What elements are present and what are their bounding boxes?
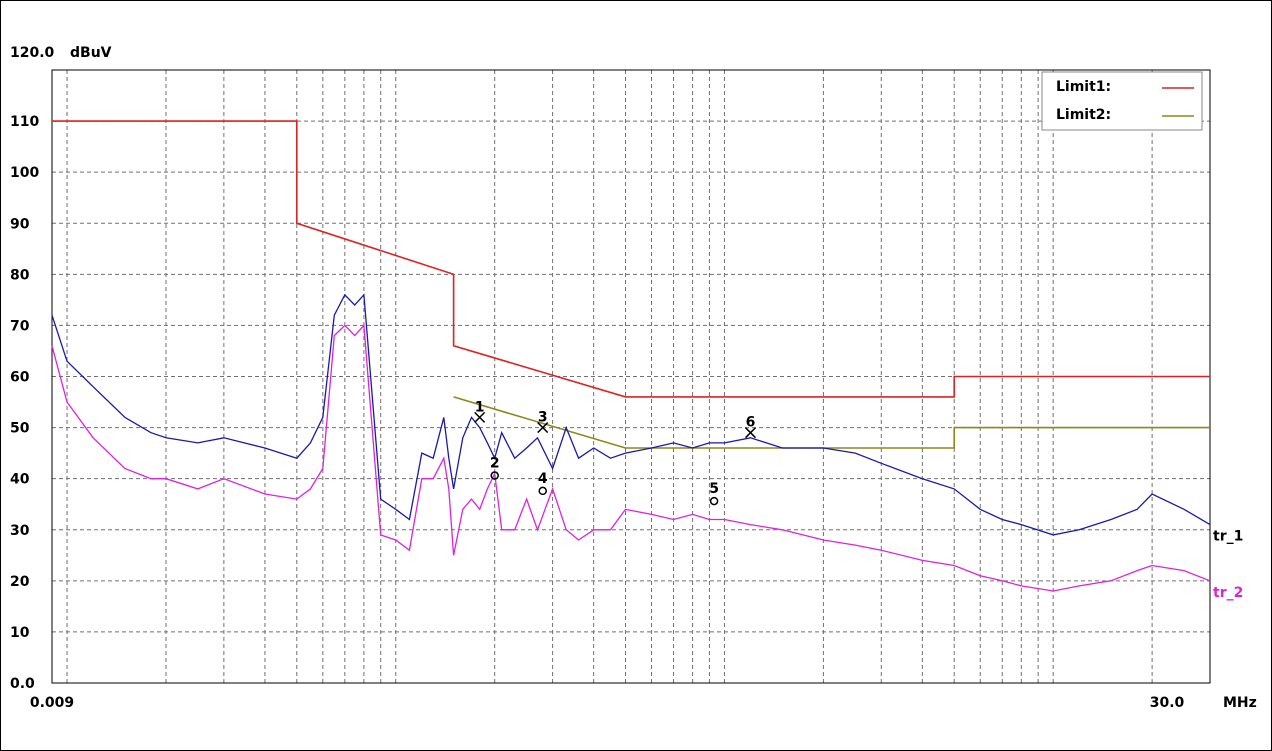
marker-3: 3 <box>537 410 549 434</box>
marker-number: 4 <box>538 471 548 487</box>
legend-label: Limit1: <box>1056 79 1111 95</box>
y-tick-label: 30 <box>10 523 30 539</box>
marker-number: 2 <box>490 456 500 472</box>
marker-o-symbol <box>538 486 547 496</box>
marker-5: 5 <box>709 481 719 506</box>
marker-x-stroke <box>474 411 486 423</box>
marker-1: 1 <box>474 399 486 423</box>
y-tick-label: 50 <box>10 421 30 437</box>
series-layer <box>51 120 1211 592</box>
x-tick-label: 0.009 <box>30 695 74 711</box>
label-layer: 120.0 110 100 90 80 70 60 50 40 30 20 10 0.0 dBuV 0.00… <box>10 45 1257 711</box>
series-tr-2 <box>51 323 1211 592</box>
marker-number: 3 <box>538 410 548 426</box>
marker-o-symbol <box>490 471 499 480</box>
legend: Limit1: Limit2: <box>1041 71 1203 131</box>
x-tick-label: 30.0 <box>1150 695 1185 711</box>
trace-label: tr_1 <box>1213 529 1243 545</box>
marker-layer: 1 2 3 4 5 6 <box>474 399 757 506</box>
marker-o-symbol <box>709 496 719 506</box>
marker-number: 6 <box>746 415 756 431</box>
y-tick-label: 0.0 <box>10 676 35 692</box>
y-axis-label: dBuV <box>70 45 112 61</box>
y-tick-label: 90 <box>10 216 30 232</box>
y-tick-label: 40 <box>10 472 30 488</box>
y-tick-label: 120.0 <box>10 45 55 61</box>
marker-x-stroke <box>744 427 757 439</box>
series-tr-1 <box>51 293 1211 536</box>
marker-4: 4 <box>538 471 548 496</box>
trace-label: tr_2 <box>1213 585 1243 601</box>
y-tick-label: 20 <box>10 574 30 590</box>
y-tick-label: 70 <box>10 318 30 334</box>
marker-number: 1 <box>475 399 485 415</box>
legend-box <box>1041 71 1203 131</box>
marker-x-stroke <box>537 422 549 434</box>
y-tick-label: 80 <box>10 267 30 283</box>
series-limit1 <box>52 120 1210 398</box>
y-tick-label: 60 <box>10 370 30 386</box>
marker-2: 2 <box>490 456 500 480</box>
y-tick-label: 110 <box>10 114 39 130</box>
x-axis-label: MHz <box>1223 695 1257 711</box>
y-tick-label: 100 <box>10 165 39 181</box>
y-tick-label: 10 <box>10 625 30 641</box>
marker-number: 5 <box>709 481 719 497</box>
legend-label: Limit2: <box>1056 107 1111 123</box>
marker-6: 6 <box>744 415 757 439</box>
series-limit2 <box>453 396 1210 449</box>
